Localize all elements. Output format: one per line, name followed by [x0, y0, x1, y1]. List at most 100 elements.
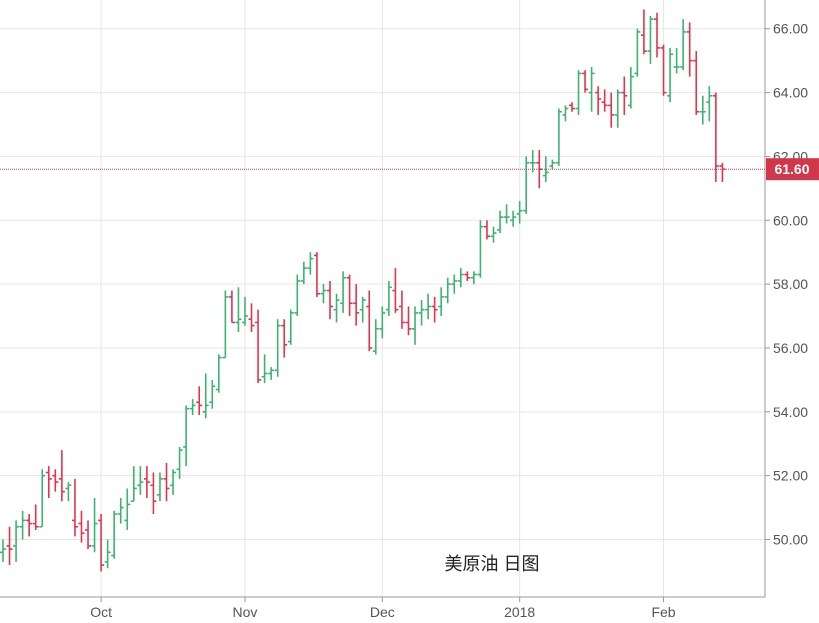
ohlc-bar	[640, 9, 647, 55]
ohlc-bar	[91, 498, 98, 553]
ohlc-bar	[156, 472, 163, 502]
y-tick-label: 66.00	[773, 21, 808, 37]
ohlc-bar	[379, 306, 386, 339]
ohlc-bar	[19, 510, 26, 540]
ohlc-bar	[255, 309, 262, 384]
ohlc-bar	[523, 156, 530, 214]
ohlc-bar	[189, 399, 196, 416]
ohlc-bar	[228, 290, 235, 324]
ohlc-bar	[366, 290, 373, 352]
ohlc-bar	[686, 22, 693, 77]
last-price-badge	[766, 158, 819, 181]
ohlc-bar	[490, 226, 497, 243]
ohlc-bar	[405, 306, 412, 336]
ohlc-bar	[176, 446, 183, 479]
ohlc-bar	[425, 293, 432, 320]
ohlc-bar	[372, 319, 379, 355]
ohlc-bar	[457, 268, 464, 288]
ohlc-bar	[712, 92, 719, 182]
ohlc-bar	[170, 469, 177, 495]
ohlc-bar	[32, 504, 39, 530]
ohlc-bar	[340, 271, 347, 313]
ohlc-bar	[667, 47, 674, 103]
ohlc-bar	[65, 482, 72, 502]
last-price-label: 61.60	[774, 161, 809, 177]
ohlc-bar	[0, 539, 6, 562]
ohlc-bar	[196, 386, 203, 416]
y-tick-label: 50.00	[773, 532, 808, 548]
ohlc-bar	[398, 290, 405, 329]
ohlc-bar	[542, 156, 549, 182]
ohlc-bar	[281, 319, 288, 358]
x-tick-label: 2018	[504, 604, 535, 620]
y-tick-label: 52.00	[773, 468, 808, 484]
ohlc-bar	[294, 274, 301, 317]
ohlc-bar	[111, 510, 118, 559]
x-tick-label: Feb	[651, 604, 675, 620]
ohlc-bar	[346, 274, 353, 317]
ohlc-bar	[248, 303, 255, 333]
ohlc-bar	[222, 290, 229, 359]
ohlc-bar	[241, 296, 248, 326]
ohlc-bar	[385, 280, 392, 317]
ohlc-bar	[52, 469, 59, 492]
ohlc-bar	[575, 70, 582, 115]
ohlc-bar	[693, 51, 700, 115]
ohlc-bar	[418, 300, 425, 326]
ohlc-bar	[549, 159, 556, 170]
y-tick-label: 54.00	[773, 404, 808, 420]
ohlc-bar	[568, 102, 575, 112]
ohlc-bar	[268, 367, 275, 380]
ohlc-bar	[261, 354, 268, 384]
ohlc-bar	[654, 12, 660, 58]
ohlc-bar	[313, 252, 320, 297]
ohlc-bar	[614, 89, 621, 128]
ohlc-bar	[431, 296, 438, 323]
ohlc-bar	[353, 284, 360, 326]
y-tick-label: 56.00	[773, 340, 808, 356]
ohlc-bar	[497, 210, 504, 234]
ohlc-bar	[451, 274, 458, 294]
ohlc-bar	[608, 92, 615, 128]
ohlc-bar	[680, 19, 687, 71]
ohlc-bar	[333, 293, 340, 323]
ohlc-bar	[582, 70, 589, 93]
ohlc-bar	[143, 466, 150, 499]
ohlc-bar	[45, 466, 52, 499]
ohlc-bar	[71, 478, 78, 537]
ohlc-bar	[706, 86, 713, 122]
ohlc-bar	[183, 405, 190, 467]
ohlc-bar	[327, 280, 333, 320]
ohlc-bar	[477, 220, 484, 278]
ohlc-bar	[627, 67, 634, 109]
ohlc-bar	[235, 287, 242, 333]
ohlc-bar	[412, 306, 419, 345]
chart-watermark: 美原油 日图	[444, 554, 539, 574]
ohlc-bar	[78, 510, 85, 543]
y-tick-label: 64.00	[773, 85, 808, 101]
ohlc-bar	[503, 204, 510, 224]
ohlc-bar	[529, 150, 536, 173]
ohlc-bar	[85, 520, 92, 550]
y-tick-label: 60.00	[773, 212, 808, 228]
ohlc-bar	[287, 309, 294, 345]
price-bars	[0, 9, 726, 572]
ohlc-bar	[26, 513, 33, 537]
ohlc-bar	[274, 319, 281, 377]
ohlc-bar	[215, 354, 222, 393]
ohlc-bar	[634, 28, 641, 77]
ohlc-bar	[163, 462, 170, 502]
ohlc-bar	[647, 15, 654, 64]
ohlc-bar	[124, 488, 131, 530]
ohlc-bar	[438, 287, 445, 317]
x-tick-label: Nov	[233, 604, 258, 620]
ohlc-bar	[392, 268, 399, 313]
ohlc-bar	[562, 105, 569, 122]
x-tick-label: Oct	[90, 604, 112, 620]
ohlc-bar	[307, 252, 314, 275]
ohlc-bar	[699, 95, 706, 125]
ohlc-bar	[39, 469, 46, 528]
ohlc-bar	[444, 277, 451, 304]
ohlc-bar	[6, 526, 13, 566]
